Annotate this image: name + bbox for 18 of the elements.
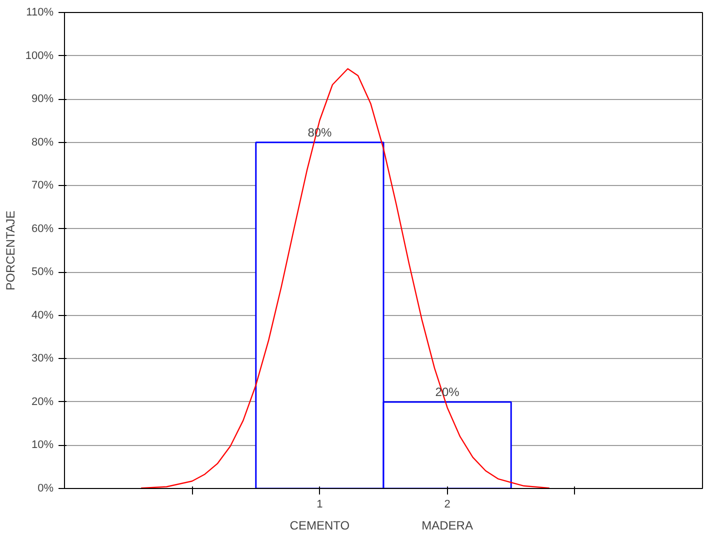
y-tick-label: 20%	[31, 396, 54, 408]
y-axis-title: PORCENTAJE	[3, 210, 18, 290]
text: CEMENTO	[290, 518, 350, 532]
y-tick-label: 90%	[31, 93, 54, 106]
y-tick-label: 80%	[31, 136, 54, 148]
line-series	[140, 68, 550, 488]
y-tick-label: 60%	[31, 222, 54, 235]
y-tick-label: 30%	[31, 352, 54, 365]
y-tick-label: 40%	[31, 309, 54, 322]
y-tick-label: 70%	[31, 180, 54, 192]
y-tick-label: 100%	[25, 50, 54, 62]
y-tick-label: 50%	[31, 266, 54, 278]
text: MADERA	[422, 518, 473, 532]
y-tick-label: 110%	[26, 6, 54, 18]
y-tick-label: 10%	[31, 439, 54, 452]
x-tick-label: 2	[444, 498, 450, 510]
x-tick-label: 1	[316, 498, 323, 510]
y-tick-label: 0%	[38, 482, 54, 494]
